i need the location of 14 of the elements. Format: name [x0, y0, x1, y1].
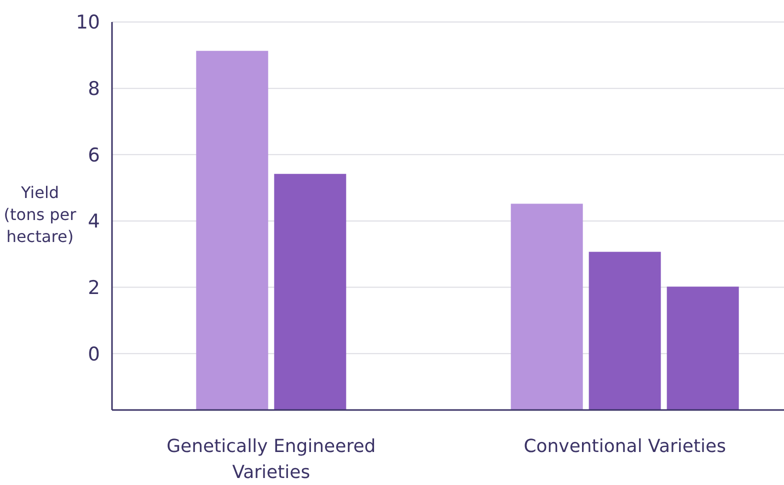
bar	[588, 252, 661, 410]
y-tick-label: 8	[88, 78, 100, 100]
bar	[510, 204, 583, 410]
y-tick-label: 4	[88, 210, 100, 233]
bar	[196, 50, 268, 410]
y-tick-label: 6	[88, 144, 100, 166]
bar	[274, 174, 346, 410]
y-tick-label: 2	[88, 276, 100, 299]
y-axis-title: Yield (tons per hectare)	[4, 183, 77, 246]
x-tick-label: Genetically Engineered Varieties	[166, 436, 376, 483]
bar	[666, 286, 739, 410]
y-tick-label: 10	[76, 12, 100, 34]
y-tick-label: 0	[88, 343, 100, 366]
x-tick-label: Conventional Varieties	[524, 436, 726, 457]
